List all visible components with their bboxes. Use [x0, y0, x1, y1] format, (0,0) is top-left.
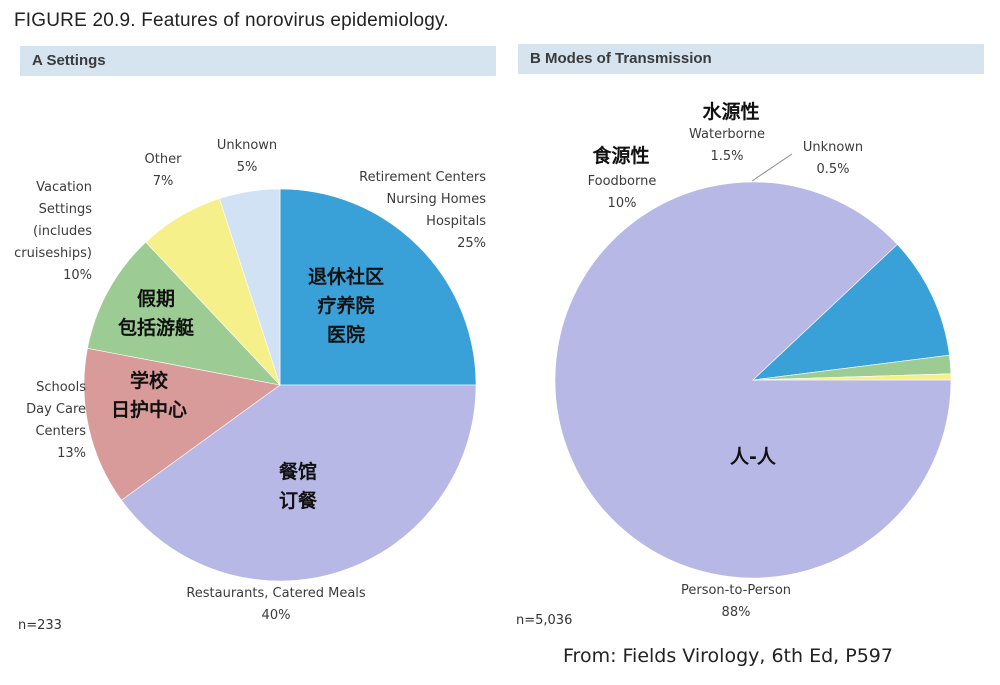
sample-size-b: n=5,036: [516, 613, 573, 628]
pie-a-label-other: Other 7%: [145, 152, 183, 189]
pie-a-slice-restaurants: [121, 384, 477, 582]
pie-a-slice-schools: [83, 347, 281, 501]
pie-b-label-person: Person-to-Person 88%: [681, 583, 791, 620]
source-citation: From: Fields Virology, 6th Ed, P597: [563, 645, 893, 667]
pie-a-cn-label-restaurants: 餐馆订餐: [279, 460, 318, 512]
pie-a-cn-label-vacation: 假期包括游艇: [118, 287, 194, 339]
pie-a-label-schools: Schools Day Care Centers 13%: [26, 380, 86, 461]
pie-a-slice-vacation: [87, 241, 281, 386]
pie-b-slice-unknown: [752, 373, 952, 381]
figure-title: FIGURE 20.9. Features of norovirus epide…: [14, 10, 449, 31]
pie-a-label-retirement: Retirement Centers Nursing Homes Hospitals…: [359, 170, 486, 251]
pie-a-slice-retirement: [279, 188, 477, 386]
pie-b-label-unknown: Unknown 0.5%: [803, 140, 863, 177]
pie-a-label-vacation: Vacation Settings (includes cruiseships) 10%: [14, 180, 92, 283]
pie-a-label-unknown: Unknown 5%: [217, 138, 277, 175]
pie-a-cn-label-retirement: 退休社区疗养院医院: [308, 265, 384, 346]
pie-b-cn-label-waterborne: 水源性: [702, 100, 759, 123]
pie-b-unknown-leader-line: [751, 153, 793, 182]
sample-size-a: n=233: [18, 618, 62, 633]
pie-b-cn-label-person: 人-人: [730, 446, 777, 468]
pie-b-slice-foodborne: [752, 244, 950, 381]
pie-b-label-waterborne: Waterborne 1.5%: [689, 127, 765, 164]
pie-b-label-foodborne: Foodborne 10%: [588, 174, 657, 211]
panel-a-header: A Settings: [20, 46, 496, 76]
pie-b-slice-person: [554, 181, 952, 579]
pie-a-slice-unknown: [219, 188, 281, 386]
pie-a-label-restaurants: Restaurants, Catered Meals 40%: [186, 586, 366, 623]
panel-b-header: B Modes of Transmission: [518, 44, 984, 74]
pie-b-cn-label-foodborne: 食源性: [592, 144, 649, 167]
pie-a-cn-label-schools: 学校日护中心: [111, 369, 187, 421]
